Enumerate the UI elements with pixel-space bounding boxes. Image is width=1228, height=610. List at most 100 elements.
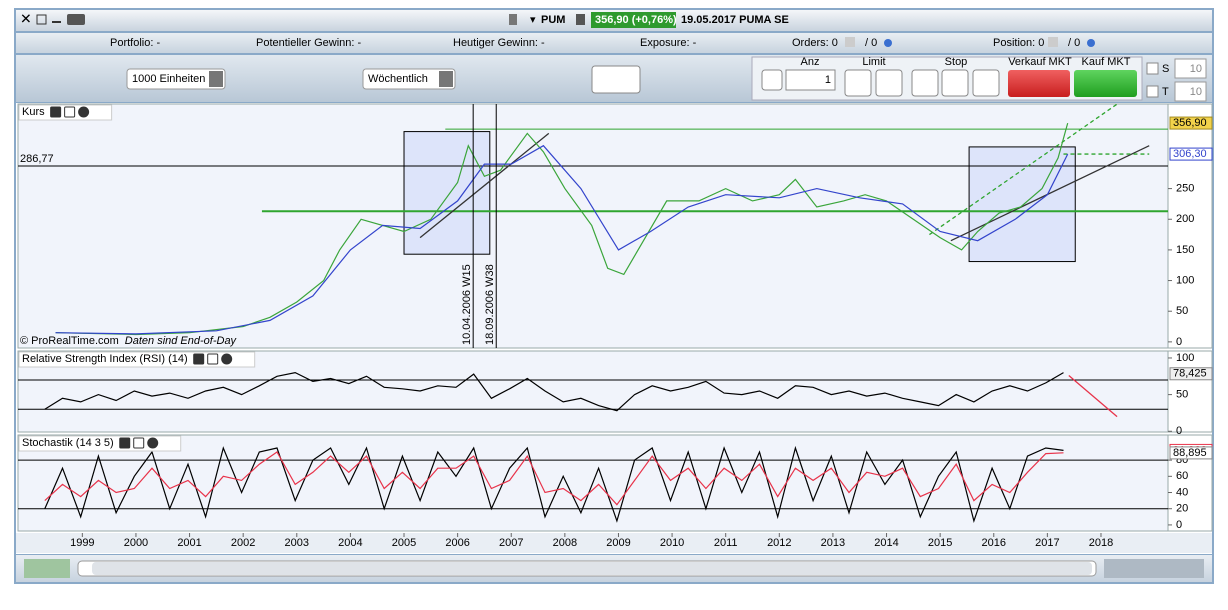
x-tick-label: 2014 bbox=[874, 537, 898, 549]
stop-label: Stop bbox=[945, 56, 968, 68]
pane-tool[interactable] bbox=[78, 106, 90, 118]
s-label: S bbox=[1162, 63, 1169, 75]
x-tick-label: 2017 bbox=[1035, 537, 1059, 549]
stop-button[interactable] bbox=[911, 69, 939, 97]
y-tick-label: 100 bbox=[1176, 274, 1194, 286]
stop-button[interactable] bbox=[972, 69, 1000, 97]
x-tick-label: 2016 bbox=[982, 537, 1006, 549]
trend-line bbox=[1068, 375, 1118, 418]
last-value-label: 88,895 bbox=[1173, 447, 1207, 459]
last-value-label: 78,425 bbox=[1173, 368, 1207, 380]
last-value-box bbox=[1169, 116, 1213, 130]
t-value[interactable]: 10 bbox=[1190, 86, 1202, 98]
pane-tool[interactable] bbox=[50, 106, 62, 118]
limit-buy-button[interactable] bbox=[844, 69, 872, 97]
pane-title: Relative Strength Index (RSI) (14) bbox=[22, 353, 188, 365]
last-value-box bbox=[1169, 147, 1213, 161]
pane-tool[interactable] bbox=[221, 353, 233, 365]
pane-tool[interactable] bbox=[147, 437, 159, 449]
info-icon[interactable] bbox=[576, 14, 585, 25]
orders-gear[interactable] bbox=[884, 39, 892, 47]
device-icon[interactable] bbox=[509, 14, 517, 25]
trend-line bbox=[950, 145, 1150, 242]
scroll-thumb[interactable] bbox=[92, 562, 1092, 575]
position-total: / 0 bbox=[1068, 37, 1080, 49]
y-tick-label: 20 bbox=[1176, 503, 1188, 515]
t-checkbox[interactable] bbox=[1146, 85, 1159, 98]
portfolio-bar bbox=[16, 33, 1212, 53]
x-tick-label: 2013 bbox=[821, 537, 845, 549]
plot bbox=[18, 371, 1168, 418]
last-value-label: 306,30 bbox=[1173, 148, 1207, 160]
limit-sell-button[interactable] bbox=[875, 69, 903, 97]
orders: Orders: 0 bbox=[792, 37, 838, 49]
credit-note: Daten sind End-of-Day bbox=[125, 335, 238, 347]
minimize-button[interactable] bbox=[52, 21, 61, 23]
date-label: 18.09.2006 W38 bbox=[484, 264, 496, 345]
x-tick-label: 2012 bbox=[767, 537, 791, 549]
period-select[interactable] bbox=[362, 68, 456, 90]
stop-button[interactable] bbox=[941, 69, 969, 97]
pane-tool[interactable] bbox=[193, 353, 205, 365]
zoom-tools[interactable] bbox=[1104, 559, 1204, 578]
y-tick-label: 0 bbox=[1176, 336, 1182, 348]
qty[interactable]: 1 bbox=[825, 74, 831, 86]
sell-label: Verkauf MKT bbox=[1008, 56, 1072, 68]
y-tick-label: 50 bbox=[1176, 389, 1188, 401]
x-tick-label: 2007 bbox=[499, 537, 523, 549]
series-line bbox=[55, 122, 1069, 336]
select-arrow[interactable] bbox=[439, 71, 453, 87]
x-tick-label: 1999 bbox=[70, 537, 94, 549]
x-tick-label: 2001 bbox=[177, 537, 201, 549]
last-value-box bbox=[1169, 446, 1213, 460]
scroll-tools[interactable] bbox=[24, 559, 70, 578]
s-input[interactable] bbox=[1174, 58, 1207, 79]
pane-tool[interactable] bbox=[207, 353, 219, 365]
x-tick-label: 2006 bbox=[445, 537, 469, 549]
date-label: 10.04.2006 W15 bbox=[461, 264, 473, 345]
y-tick-label: 200 bbox=[1176, 213, 1194, 225]
y-tick-label: 150 bbox=[1176, 244, 1194, 256]
units[interactable]: 1000 Einheiten bbox=[132, 73, 205, 85]
x-tick-label: 2004 bbox=[338, 537, 362, 549]
select-arrow[interactable] bbox=[209, 71, 223, 87]
pane-tool[interactable] bbox=[133, 437, 145, 449]
y-tick-label: 40 bbox=[1176, 486, 1188, 498]
s-checkbox[interactable] bbox=[1146, 62, 1159, 75]
x-axis-bar bbox=[16, 533, 1212, 553]
position-gear[interactable] bbox=[1087, 39, 1095, 47]
dropdown-arrow[interactable]: ▾ bbox=[530, 14, 536, 26]
pane-title: Stochastik (14 3 5) bbox=[22, 437, 114, 449]
symbol[interactable]: PUM bbox=[541, 14, 565, 26]
series-line bbox=[44, 451, 1064, 506]
value-axis bbox=[1167, 350, 1213, 433]
trend-line bbox=[419, 132, 550, 239]
pane-tool[interactable] bbox=[119, 437, 131, 449]
x-tick-label: 2005 bbox=[392, 537, 416, 549]
chart-type-button[interactable] bbox=[591, 65, 641, 94]
sell-button[interactable] bbox=[1008, 70, 1070, 97]
t-label: T bbox=[1162, 86, 1169, 98]
pane-tool[interactable] bbox=[64, 106, 76, 118]
plot bbox=[18, 104, 1168, 336]
x-tick-label: 2009 bbox=[606, 537, 630, 549]
plot bbox=[18, 445, 1168, 523]
orders-icon[interactable] bbox=[845, 37, 855, 47]
s-value[interactable]: 10 bbox=[1190, 63, 1202, 75]
level-label: 286,77 bbox=[20, 153, 54, 165]
qty-label: Anz bbox=[801, 56, 820, 68]
position-icon[interactable] bbox=[1048, 37, 1058, 47]
tool-button[interactable] bbox=[761, 69, 783, 91]
exposure: Exposure: - bbox=[640, 37, 697, 49]
units-select[interactable] bbox=[126, 68, 226, 90]
close-button[interactable]: ✕ bbox=[20, 11, 32, 27]
t-input[interactable] bbox=[1174, 81, 1207, 102]
keyboard-icon[interactable] bbox=[67, 14, 85, 25]
qty-input[interactable] bbox=[785, 69, 836, 91]
y-tick-label: 250 bbox=[1176, 183, 1194, 195]
buy-button[interactable] bbox=[1074, 70, 1137, 97]
potential-gain: Potentieller Gewinn: - bbox=[256, 37, 361, 49]
maximize-button[interactable] bbox=[36, 14, 47, 25]
period[interactable]: Wöchentlich bbox=[368, 73, 428, 85]
